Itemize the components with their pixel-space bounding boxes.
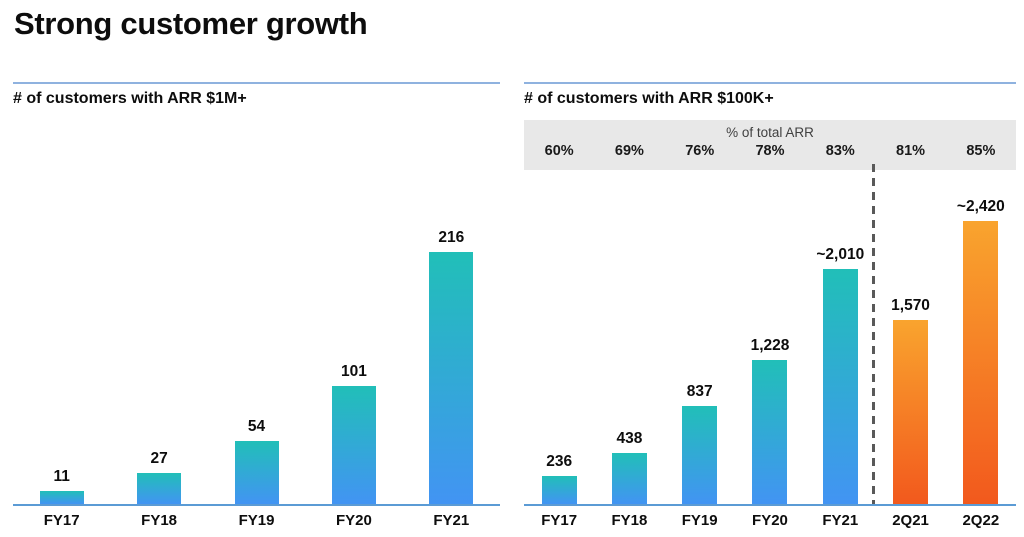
bar-FY21 xyxy=(822,268,858,504)
x-axis-label: FY21 xyxy=(433,512,470,529)
plot-area: 236 438 837 1,228 ~2,010 1,570 ~2,420 xyxy=(524,170,1016,504)
bar-slot-2Q22: ~2,420 xyxy=(946,170,1016,504)
pct-of-total-arr-value: 85% xyxy=(966,143,996,159)
bar-slot-FY20: 101 xyxy=(305,174,402,504)
bar-slot-2Q21: 1,570 xyxy=(875,170,945,504)
bar-FY20 xyxy=(331,386,376,504)
bar-slot-FY18: 438 xyxy=(594,170,664,504)
bar-FY20 xyxy=(752,360,788,504)
x-axis-label: FY18 xyxy=(611,512,648,529)
bar-value-label: ~2,010 xyxy=(816,245,865,263)
x-axis-label: 2Q22 xyxy=(962,512,1000,529)
bar-slot-FY17: 236 xyxy=(524,170,594,504)
bar-slot-FY19: 54 xyxy=(208,174,305,504)
bar-slot-FY19: 837 xyxy=(665,170,735,504)
bar-2Q22 xyxy=(963,221,999,504)
x-axis-label: FY18 xyxy=(141,512,178,529)
bar-value-label: 236 xyxy=(546,453,573,471)
pct-of-total-arr-value: 81% xyxy=(896,143,926,159)
chart-panel-arr-1m: # of customers with ARR $1M+ 11 27 54 101 21… xyxy=(13,82,500,537)
bar-value-label: 101 xyxy=(340,363,367,381)
pct-of-total-arr-band: % of total ARR 60% 69% 76% 78% 83% 81% 85% xyxy=(524,120,1016,170)
pct-of-total-arr-value: 60% xyxy=(544,143,574,159)
bar-value-label: 216 xyxy=(438,229,465,246)
pct-of-total-arr-value: 78% xyxy=(755,143,785,159)
x-axis-labels: FY17 FY18 FY19 FY20 FY21 xyxy=(13,512,500,529)
x-axis-label: FY17 xyxy=(43,512,80,529)
bar-value-label: 54 xyxy=(247,418,266,435)
x-axis-line xyxy=(13,504,500,506)
band-values-row: 60% 69% 76% 78% 83% 81% 85% xyxy=(524,143,1016,159)
chart-title-arr-100k: # of customers with ARR $100K+ xyxy=(524,90,774,107)
bar-slot-FY20: 1,228 xyxy=(735,170,805,504)
bar-slot-FY21: 216 xyxy=(403,174,500,504)
x-axis-label: FY21 xyxy=(822,512,859,529)
bar-value-label: 11 xyxy=(53,468,70,486)
x-axis-label: FY20 xyxy=(335,512,372,529)
bar-value-label: 1,228 xyxy=(750,337,790,355)
x-axis-label: FY17 xyxy=(541,512,578,529)
x-axis-line xyxy=(524,504,1016,506)
bar-slot-FY18: 27 xyxy=(110,174,207,504)
band-title: % of total ARR xyxy=(726,125,814,140)
chart-title-arr-1m: # of customers with ARR $1M+ xyxy=(13,90,247,107)
slide-title: Strong customer growth xyxy=(14,6,368,41)
plot-area: 11 27 54 101 216 xyxy=(13,174,500,504)
x-axis-labels: FY17 FY18 FY19 FY20 FY21 2Q21 2Q22 xyxy=(524,512,1016,529)
bar-FY17 xyxy=(39,491,84,504)
bar-FY21 xyxy=(429,252,474,504)
chart-panel-arr-100k: # of customers with ARR $100K+ % of tota… xyxy=(524,82,1016,537)
bar-FY19 xyxy=(234,441,279,504)
bar-FY18 xyxy=(611,452,647,504)
pct-of-total-arr-value: 69% xyxy=(614,143,644,159)
bar-slot-FY21: ~2,010 xyxy=(805,170,875,504)
bar-FY17 xyxy=(541,476,577,504)
x-axis-label: FY19 xyxy=(238,512,275,529)
bar-value-label: 438 xyxy=(616,429,643,447)
bar-value-label: 27 xyxy=(150,449,168,467)
pct-of-total-arr-value: 83% xyxy=(825,143,855,159)
bar-value-label: 1,570 xyxy=(891,297,930,315)
x-axis-label: 2Q21 xyxy=(892,512,929,529)
bar-FY18 xyxy=(137,472,182,504)
pct-of-total-arr-value: 76% xyxy=(685,143,715,159)
bar-value-label: 837 xyxy=(686,383,713,401)
bar-FY19 xyxy=(682,406,718,504)
bar-value-label: ~2,420 xyxy=(956,198,1005,215)
bar-slot-FY17: 11 xyxy=(13,174,110,504)
bar-2Q21 xyxy=(893,320,929,504)
x-axis-label: FY19 xyxy=(681,512,718,529)
fiscal-year-quarter-divider-dashed-line xyxy=(872,164,875,504)
x-axis-label: FY20 xyxy=(752,512,788,529)
